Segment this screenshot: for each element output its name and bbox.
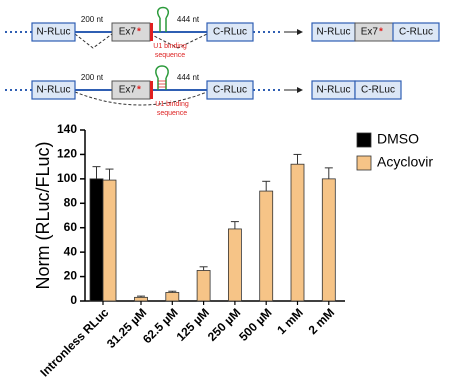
label: C-RLuc: [213, 27, 247, 38]
bar: [196, 270, 211, 302]
y-tick-label: 140: [57, 122, 77, 136]
y-tick-label: 20: [64, 269, 78, 283]
label: N-RLuc: [317, 27, 351, 38]
y-axis-label: Norm (RLuc/FLuc): [33, 141, 53, 289]
length: 200 nt: [81, 73, 104, 82]
x-tick-label: 2 mM: [306, 305, 338, 337]
y-tick-label: 60: [64, 220, 78, 234]
note: sequence: [157, 110, 187, 117]
legend-label: DMSO: [377, 131, 419, 147]
exon-box: [31, 22, 76, 42]
note: U1 binding: [155, 101, 189, 108]
x-tick-label: 250 µM: [205, 305, 243, 343]
star: *: [137, 27, 141, 38]
y-tick-label: 120: [57, 147, 77, 161]
diagram-row-2: N-RLuc Ex7 * C-RLuc 200 nt 444 nt U1 bin…: [5, 65, 402, 117]
label: C-RLuc: [399, 27, 433, 38]
y-tick-label: 40: [64, 244, 78, 258]
x-tick-label: Intronless RLuc: [37, 305, 111, 379]
length: 200 nt: [81, 15, 104, 24]
x-tick-label: 1 mM: [274, 305, 306, 337]
length: 444 nt: [177, 15, 200, 24]
exon-box: [206, 22, 254, 42]
legend-swatch: [356, 155, 372, 171]
note: sequence: [155, 52, 185, 59]
note: U1 binding: [153, 43, 187, 50]
bar: [165, 292, 180, 302]
legend-swatch: [356, 132, 372, 148]
x-tick-label: 31.25 µM: [104, 305, 149, 350]
chart: 0 20 40 60 80 100 120 140 Norm (RLuc/FLuc) Intron…: [33, 122, 434, 379]
x-tick-label: 62.5 µM: [140, 305, 181, 346]
label: N-RLuc: [37, 27, 71, 38]
legend-label: Acyclovir: [377, 154, 433, 170]
y-tick-label: 100: [57, 171, 77, 185]
star: *: [379, 27, 383, 38]
x-tick-label: 125 µM: [174, 305, 212, 343]
label: N-RLuc: [37, 85, 71, 96]
bar: [290, 163, 305, 302]
label: Ex7: [119, 27, 137, 38]
label: C-RLuc: [361, 85, 395, 96]
length: 444 nt: [177, 73, 200, 82]
x-tick-label: 500 µM: [236, 305, 274, 343]
label: N-RLuc: [317, 85, 351, 96]
label: Ex7: [361, 27, 379, 38]
bar: [102, 179, 117, 302]
label: Ex7: [119, 85, 137, 96]
bar: [227, 228, 242, 302]
label: C-RLuc: [213, 85, 247, 96]
bar: [134, 296, 148, 302]
y-tick-label: 80: [64, 195, 78, 209]
diagram-row-1: N-RLuc Ex7 * C-RLuc 200 nt 444 nt U1 bin…: [5, 6, 440, 59]
bar: [259, 190, 274, 302]
bar: [89, 178, 104, 302]
y-tick-label: 0: [70, 293, 77, 307]
bar: [321, 178, 336, 302]
star: *: [137, 85, 141, 96]
